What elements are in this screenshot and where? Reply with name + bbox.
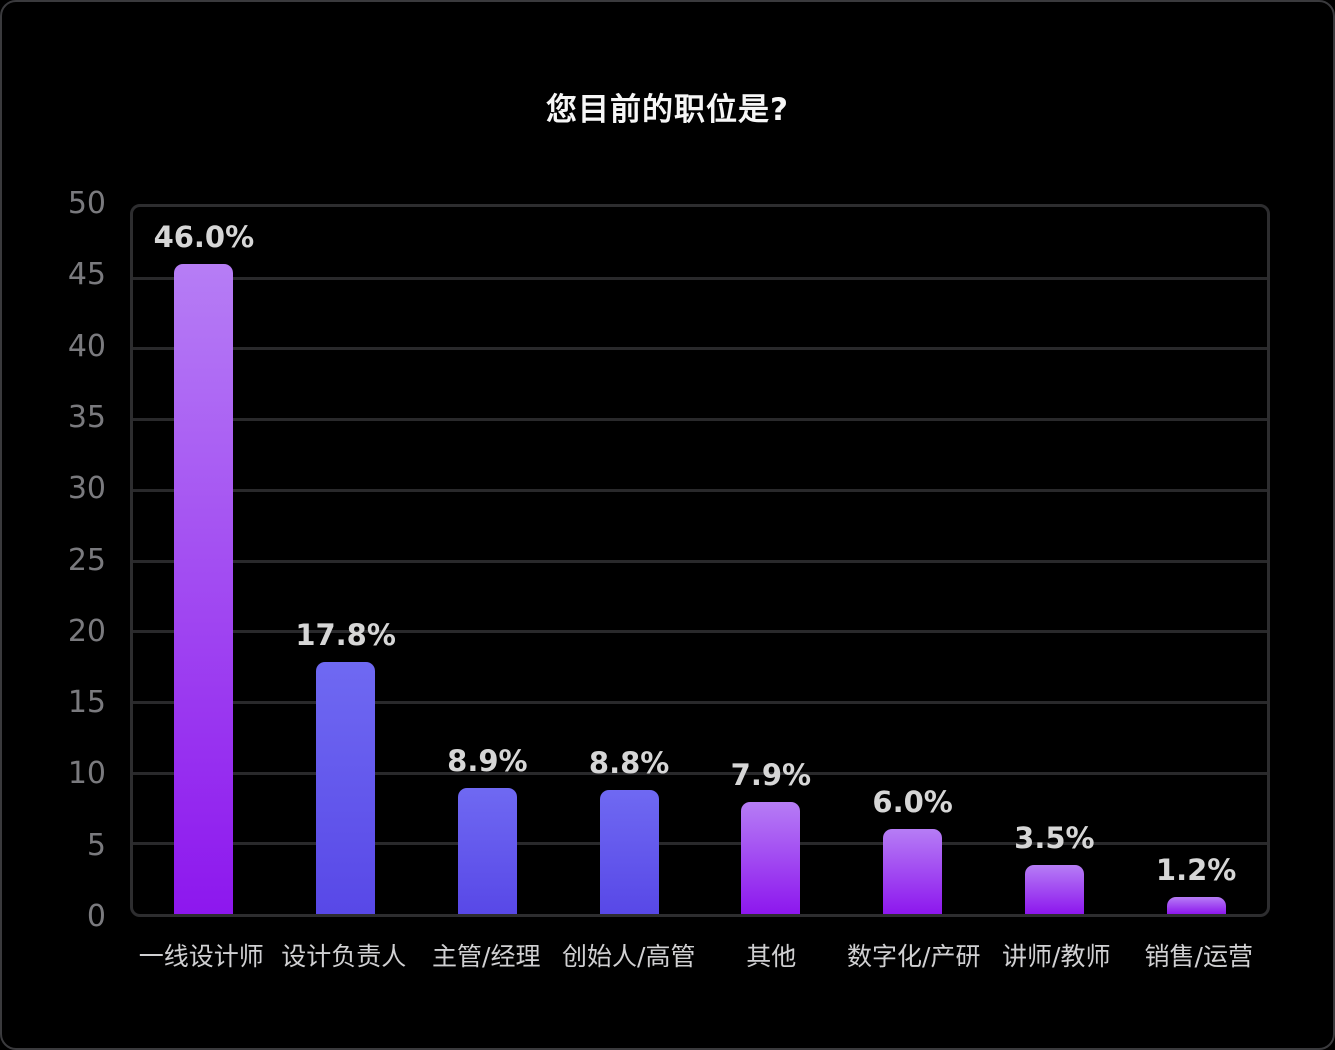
y-axis-tick: 10 (67, 756, 106, 792)
gridline (133, 276, 1267, 280)
y-axis-tick: 15 (67, 685, 106, 721)
bar-slot: 17.8% (275, 207, 417, 914)
x-axis-label: 一线设计师 (138, 942, 264, 971)
bar-slot: 8.9% (417, 207, 559, 914)
bar-slot: 8.8% (558, 207, 700, 914)
bar-slot: 7.9% (700, 207, 842, 914)
y-axis-tick: 30 (67, 471, 106, 507)
bar-value-label: 8.8% (588, 745, 670, 780)
gridline (133, 842, 1267, 846)
x-axis-label: 讲师/教师 (1002, 942, 1111, 971)
y-axis-tick: 45 (67, 257, 106, 293)
bar-slot: 46.0% (133, 207, 275, 914)
bar-value-label: 8.9% (447, 744, 528, 779)
y-axis-tick: 20 (67, 613, 106, 649)
bar-value-label: 17.8% (295, 618, 396, 653)
bar-value-label: 7.9% (730, 758, 812, 793)
bar-一线设计师[interactable] (174, 263, 234, 914)
gridline (133, 418, 1267, 422)
y-axis-tick: 35 (67, 399, 106, 435)
plot-area: 46.0% 17.8% 8.9% 8.8% 7.9% 6.0% 3.5% 1.2% (130, 204, 1270, 917)
bar-其他[interactable] (741, 802, 801, 914)
x-axis-label: 其他 (746, 942, 797, 971)
y-axis-tick: 25 (67, 542, 106, 578)
x-axis-label: 创始人/高管 (562, 942, 696, 971)
bar-value-label: 46.0% (153, 219, 255, 254)
bar-销售/运营[interactable] (1166, 897, 1226, 914)
y-axis-tick: 40 (67, 328, 106, 364)
x-axis-label: 销售/运营 (1144, 942, 1253, 971)
y-axis-tick: 5 (86, 827, 106, 863)
x-axis: 一线设计师 设计负责人 主管/经理 创始人/高管 其他 数字化/产研 讲师/教师 销售/运营 (130, 940, 1270, 974)
gridline (133, 771, 1267, 775)
x-axis-label: 主管/经理 (432, 942, 541, 971)
gridline (133, 488, 1267, 492)
y-axis-tick: 50 (67, 186, 106, 221)
gridline (133, 347, 1267, 351)
bar-数字化/产研[interactable] (883, 829, 943, 914)
gridline (133, 700, 1267, 704)
bar-slot: 6.0% (842, 207, 984, 914)
bar-value-label: 6.0% (872, 785, 953, 820)
gridline (133, 630, 1267, 634)
bar-讲师/教师[interactable] (1024, 864, 1084, 914)
gridline (133, 559, 1267, 563)
y-axis: 0 5 10 15 20 25 30 35 40 45 50 (2, 189, 106, 932)
bar-value-label: 3.5% (1014, 820, 1095, 855)
y-axis-tick: 0 (86, 899, 106, 934)
chart-title: 您目前的职位是? (546, 92, 789, 128)
bar-设计负责人[interactable] (316, 662, 376, 914)
x-axis-label: 设计负责人 (281, 942, 407, 971)
bar-value-label: 1.2% (1155, 853, 1237, 888)
bar-创始人/高管[interactable] (599, 789, 659, 914)
bar-slot: 3.5% (984, 207, 1126, 914)
bar-slot: 1.2% (1125, 207, 1267, 914)
x-axis-label: 数字化/产研 (847, 942, 981, 971)
bar-series: 46.0% 17.8% 8.9% 8.8% 7.9% 6.0% 3.5% 1.2% (133, 207, 1267, 914)
bar-主管/经理[interactable] (457, 788, 517, 914)
